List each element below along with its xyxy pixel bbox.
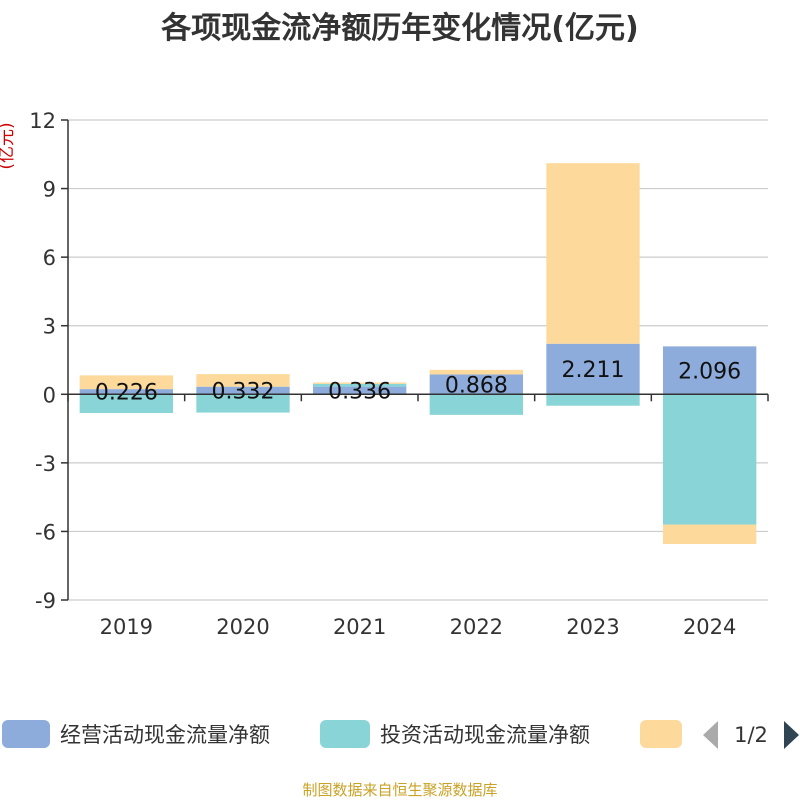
x-tick-label: 2021 [333, 615, 386, 639]
bar-segment-series-0[interactable] [663, 346, 757, 395]
bar-segment-series-1[interactable] [196, 394, 290, 413]
x-tick-label: 2024 [683, 615, 736, 639]
legend-swatch-investing[interactable] [320, 720, 370, 748]
data-labels: 0.226 0.332 0.336 0.868 2.211 2.096 [95, 358, 741, 406]
bar-segment-series-0[interactable] [79, 389, 173, 395]
legend-page-indicator: 1/2 [734, 723, 768, 747]
legend-label-investing[interactable]: 投资活动现金流量净额 [380, 723, 590, 747]
legend: 经营活动现金流量净额 投资活动现金流量净额 1/2 [2, 720, 799, 749]
bar-segment-series-0[interactable] [196, 386, 290, 395]
y-tick-label: 9 [43, 178, 56, 202]
bar-segment-series-2[interactable] [429, 369, 523, 375]
x-axis-ticks: 2019 2020 2021 2022 2023 2024 [67, 394, 769, 639]
bar-segment-series-0[interactable] [546, 343, 640, 395]
x-tick-label: 2023 [566, 615, 619, 639]
y-tick-label: 0 [43, 383, 56, 407]
bar-segment-series-1[interactable] [79, 394, 173, 414]
x-tick-label: 2019 [100, 615, 153, 639]
chart-title: 各项现金流净额历年变化情况(亿元) [160, 11, 638, 46]
bar-segment-series-1[interactable] [663, 394, 757, 525]
y-tick-label: 6 [43, 246, 56, 270]
bar-segment-series-2[interactable] [663, 524, 757, 544]
bar-segment-series-0[interactable] [313, 386, 407, 395]
data-label: 2.211 [562, 358, 625, 383]
data-label: 0.226 [95, 381, 158, 406]
footer-source: 制图数据来自恒生聚源数据库 [302, 781, 497, 799]
bar-segment-series-1[interactable] [313, 383, 407, 387]
bar-segment-series-1[interactable] [546, 394, 640, 406]
y-tick-label: -3 [35, 452, 56, 476]
x-tick-label: 2022 [450, 615, 503, 639]
y-tick-label: 3 [43, 315, 56, 339]
legend-swatch-financing[interactable] [640, 720, 682, 748]
data-label: 0.336 [328, 379, 391, 404]
legend-swatch-operating[interactable] [2, 720, 50, 748]
bar-segment-series-2[interactable] [313, 382, 407, 384]
y-axis-ticks: 12 9 6 3 0 -3 -6 -9 [29, 109, 68, 613]
legend-next-page-icon[interactable] [784, 721, 799, 749]
legend-label-operating[interactable]: 经营活动现金流量净额 [60, 723, 270, 747]
bars [79, 163, 757, 544]
y-tick-label: -9 [35, 589, 56, 613]
data-label: 0.332 [212, 379, 275, 404]
x-tick-label: 2020 [216, 615, 269, 639]
data-label: 2.096 [678, 359, 741, 384]
legend-prev-page-icon[interactable] [703, 721, 718, 749]
y-tick-label: 12 [29, 109, 56, 133]
y-tick-label: -6 [35, 520, 56, 544]
bar-segment-series-2[interactable] [546, 163, 640, 344]
bar-segment-series-2[interactable] [196, 374, 290, 387]
data-label: 0.868 [445, 373, 508, 398]
bar-segment-series-2[interactable] [79, 375, 173, 390]
bar-segment-series-0[interactable] [429, 374, 523, 395]
y-axis-unit: (亿元) [0, 122, 17, 169]
bar-segment-series-1[interactable] [429, 394, 523, 415]
